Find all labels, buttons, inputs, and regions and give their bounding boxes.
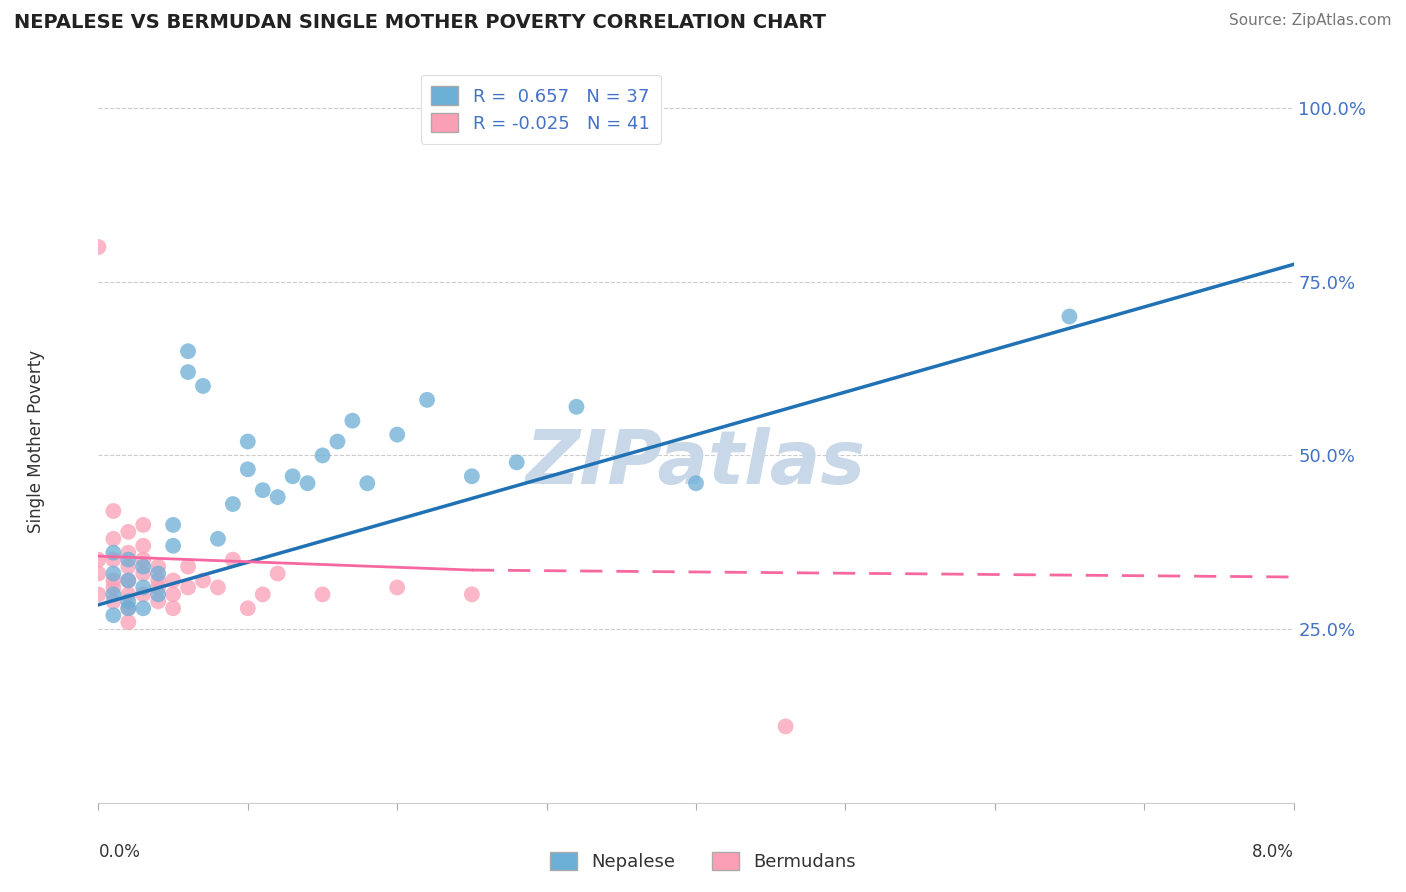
Point: [385, 427, 409, 442]
Point: [103, 504, 125, 518]
Point: [132, 601, 155, 615]
Legend: R =  0.657   N = 37, R = -0.025   N = 41: R = 0.657 N = 37, R = -0.025 N = 41: [420, 75, 661, 144]
Point: [132, 552, 155, 566]
Point: [103, 587, 125, 601]
Point: [222, 497, 245, 511]
Point: [342, 414, 364, 428]
Point: [148, 566, 170, 581]
Point: [191, 574, 214, 588]
Point: [177, 344, 200, 359]
Point: [132, 587, 155, 601]
Point: [461, 587, 484, 601]
Point: [191, 379, 214, 393]
Point: [177, 581, 200, 595]
Point: [222, 552, 245, 566]
Point: [267, 490, 290, 504]
Point: [117, 524, 139, 539]
Point: [103, 581, 125, 595]
Point: [117, 601, 139, 615]
Point: [148, 559, 170, 574]
Point: [117, 552, 139, 566]
Point: [685, 476, 707, 491]
Point: [103, 574, 125, 588]
Legend: Nepalese, Bermudans: Nepalese, Bermudans: [543, 845, 863, 879]
Point: [162, 601, 184, 615]
Point: [148, 581, 170, 595]
Text: 0.0%: 0.0%: [98, 843, 141, 861]
Point: [1059, 310, 1081, 324]
Point: [207, 581, 229, 595]
Point: [162, 517, 184, 532]
Point: [117, 601, 139, 615]
Point: [177, 365, 200, 379]
Point: [117, 587, 139, 601]
Point: [236, 434, 259, 449]
Point: [117, 594, 139, 608]
Point: [236, 462, 259, 476]
Point: [326, 434, 349, 449]
Point: [236, 601, 259, 615]
Point: [103, 552, 125, 566]
Point: [117, 559, 139, 574]
Point: [117, 574, 139, 588]
Point: [87, 240, 110, 254]
Point: [385, 581, 409, 595]
Point: [148, 574, 170, 588]
Text: Single Mother Poverty: Single Mother Poverty: [27, 350, 45, 533]
Point: [311, 449, 333, 463]
Point: [103, 608, 125, 623]
Text: 8.0%: 8.0%: [1251, 843, 1294, 861]
Point: [148, 594, 170, 608]
Point: [162, 574, 184, 588]
Point: [297, 476, 319, 491]
Point: [87, 566, 110, 581]
Point: [117, 574, 139, 588]
Point: [356, 476, 378, 491]
Point: [252, 483, 274, 498]
Point: [162, 587, 184, 601]
Point: [87, 552, 110, 566]
Point: [177, 559, 200, 574]
Point: [103, 532, 125, 546]
Text: NEPALESE VS BERMUDAN SINGLE MOTHER POVERTY CORRELATION CHART: NEPALESE VS BERMUDAN SINGLE MOTHER POVER…: [14, 13, 827, 32]
Point: [565, 400, 588, 414]
Point: [117, 615, 139, 630]
Point: [132, 566, 155, 581]
Point: [148, 587, 170, 601]
Point: [103, 546, 125, 560]
Point: [775, 719, 797, 733]
Point: [132, 539, 155, 553]
Point: [132, 581, 155, 595]
Point: [103, 594, 125, 608]
Text: ZIPatlas: ZIPatlas: [526, 426, 866, 500]
Point: [132, 517, 155, 532]
Point: [87, 587, 110, 601]
Point: [132, 559, 155, 574]
Point: [506, 455, 529, 469]
Text: Source: ZipAtlas.com: Source: ZipAtlas.com: [1229, 13, 1392, 29]
Point: [117, 546, 139, 560]
Point: [461, 469, 484, 483]
Point: [162, 539, 184, 553]
Point: [252, 587, 274, 601]
Point: [103, 566, 125, 581]
Point: [311, 587, 333, 601]
Point: [267, 566, 290, 581]
Point: [416, 392, 439, 407]
Point: [281, 469, 304, 483]
Point: [207, 532, 229, 546]
